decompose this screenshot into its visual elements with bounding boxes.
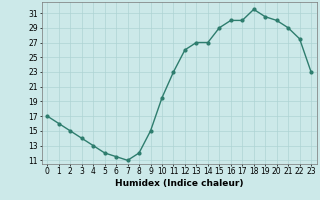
X-axis label: Humidex (Indice chaleur): Humidex (Indice chaleur) <box>115 179 244 188</box>
